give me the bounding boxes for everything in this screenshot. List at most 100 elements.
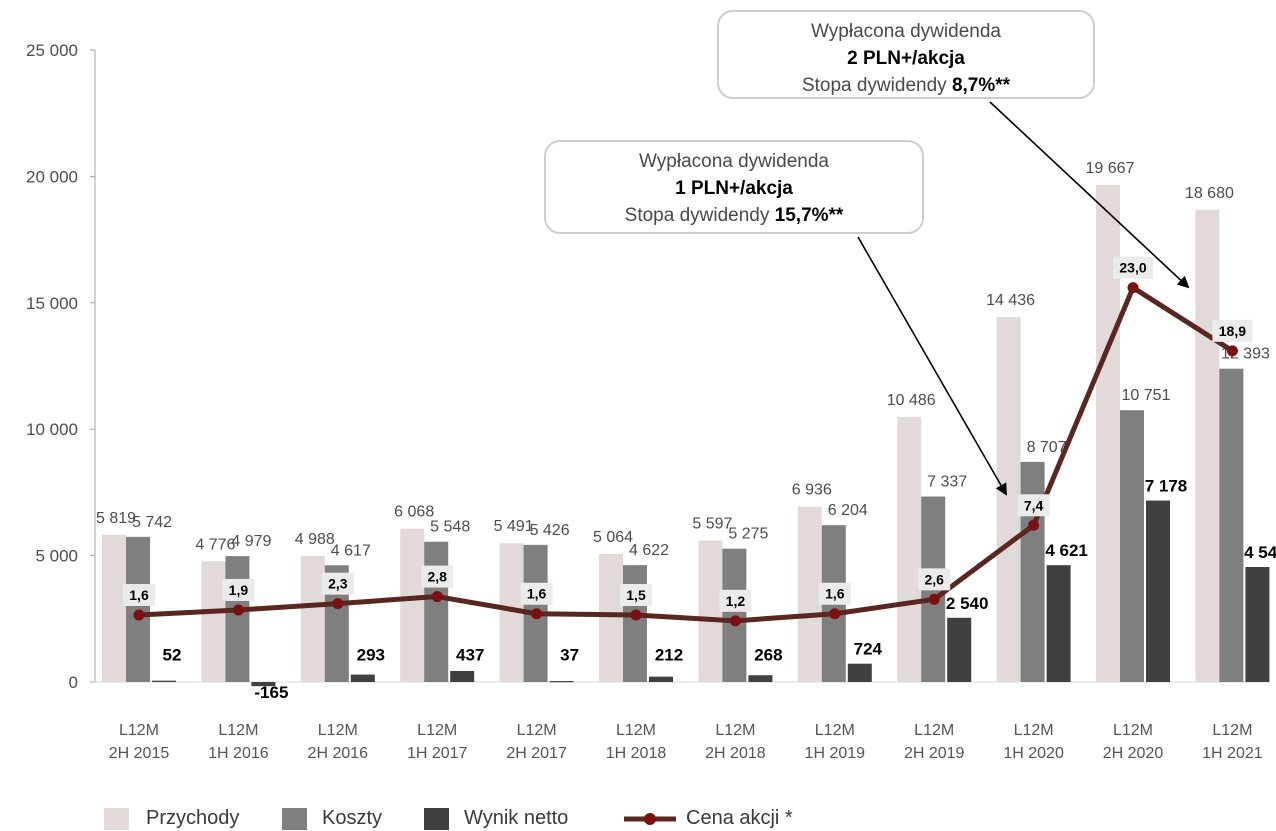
net-result-bar [152, 680, 176, 682]
x-tick-label-line2: 1H 2016 [208, 745, 269, 762]
x-tick-label-line1: L12M [417, 722, 457, 739]
price-label-bg [1212, 319, 1253, 342]
x-tick-label-line1: L12M [119, 722, 159, 739]
net-result-value-label: 268 [754, 645, 782, 664]
net-result-bar [748, 675, 773, 682]
callout-1-line3-value: 15,7%** [774, 205, 844, 226]
price-label-bg [123, 584, 155, 607]
x-tick-label-line1: L12M [1212, 722, 1252, 739]
costs-value-label: 5 742 [132, 514, 172, 531]
y-tick-label: 5 000 [35, 547, 78, 566]
x-tick-label-line2: 2H 2020 [1103, 745, 1164, 762]
net-result-value-label: 7 178 [1145, 477, 1188, 496]
revenue-value-label: 14 436 [986, 292, 1035, 309]
callout-2-line3-value: 8,7%** [951, 75, 1011, 96]
revenue-bar [400, 528, 425, 682]
revenue-bar [698, 540, 723, 682]
dividend-callout-1: Wypłacona dywidenda 1 PLN+/akcja Stopa d… [544, 140, 924, 234]
costs-bar [424, 541, 449, 682]
net-result-bar [1046, 565, 1071, 682]
legend-label-przychody: Przychody [146, 807, 240, 829]
callout-1-line3-prefix: Stopa dywidendy [624, 205, 775, 226]
revenue-value-label: 5 597 [692, 516, 732, 533]
net-result-value-label: 4 621 [1045, 541, 1088, 560]
x-tick-label-line2: 2H 2015 [109, 745, 170, 762]
revenue-bar [1195, 209, 1220, 682]
price-value-label: 1,6 [527, 586, 547, 602]
x-tick-label-line1: L12M [914, 722, 954, 739]
costs-bar [1219, 368, 1244, 682]
price-value-label: 1,6 [129, 587, 149, 603]
price-value-label: 23,0 [1119, 260, 1146, 276]
callout-2-line1: Wypłacona dywidenda [811, 21, 1001, 42]
net-result-bar [649, 676, 673, 682]
costs-bar [126, 536, 150, 682]
revenue-value-label: 4 988 [295, 531, 335, 548]
net-result-value-label: 2 540 [946, 594, 989, 613]
price-label-bg [918, 568, 951, 591]
net-result-value-label: 293 [357, 645, 385, 664]
price-point [332, 598, 344, 610]
y-tick-label: 0 [69, 673, 78, 692]
x-tick-label-line1: L12M [218, 722, 258, 739]
bars [102, 184, 1270, 687]
revenue-bar [897, 416, 922, 682]
revenue-value-label: 6 068 [394, 504, 434, 521]
dividend-callout-2: Wypłacona dywidenda 2 PLN+/akcja Stopa d… [717, 10, 1095, 99]
revenue-value-label: 5 819 [96, 510, 136, 527]
price-line-series: 1,6 1,9 2,3 2,8 1,6 1,5 1,2 1,6 2,6 7,4 23,0 18,9 [123, 256, 1253, 627]
x-tick-label-line2: 1H 2020 [1003, 745, 1064, 762]
revenue-bar [499, 543, 524, 682]
price-value-label: 1,5 [626, 587, 646, 603]
price-point [1127, 282, 1139, 294]
y-axis: 0 5 000 10 000 15 000 20 000 25 000 [26, 41, 1270, 692]
revenue-bar [996, 317, 1021, 682]
revenue-value-label: 10 486 [887, 392, 936, 409]
costs-value-label: 4 617 [331, 542, 371, 559]
revenue-value-label: 5 064 [593, 529, 633, 546]
price-label-bg [520, 582, 553, 605]
net-result-value-label: 212 [655, 645, 683, 664]
net-result-value-label: 37 [560, 645, 579, 664]
costs-value-label: 4 622 [629, 542, 669, 559]
x-tick-label-line1: L12M [1113, 722, 1153, 739]
net-result-bar [549, 681, 574, 683]
revenue-value-label: 19 667 [1086, 160, 1135, 177]
price-label-bg [620, 584, 652, 607]
costs-value-label: 8 707 [1027, 439, 1067, 456]
costs-bar [225, 556, 250, 682]
costs-value-label: 6 204 [828, 502, 868, 519]
price-point [1028, 519, 1040, 531]
net-result-value-label: 724 [854, 640, 883, 659]
legend-label-wynik-netto: Wynik netto [464, 807, 569, 829]
costs-bar [623, 565, 647, 682]
legend-label-cena-akcji: Cena akcji * [686, 807, 793, 829]
price-label-bg [719, 589, 752, 612]
price-value-label: 2,6 [924, 571, 944, 587]
annotation-arrows [857, 101, 1190, 496]
callout-2-line3-prefix: Stopa dywidendy [801, 75, 952, 96]
net-result-value-label: -165 [254, 683, 288, 702]
price-point [829, 608, 841, 620]
revenue-bar [599, 553, 623, 682]
price-value-label: 2,8 [427, 569, 447, 585]
legend-swatch-koszty [282, 808, 307, 830]
price-label-bg [818, 582, 851, 605]
x-tick-label-line2: 2H 2018 [705, 745, 766, 762]
callout-2-line3: Stopa dywidendy 8,7%** [719, 72, 1093, 99]
price-point [531, 608, 543, 620]
y-tick-label: 10 000 [26, 420, 78, 439]
price-point [133, 609, 145, 621]
net-result-bar [847, 663, 872, 682]
x-tick-label-line1: L12M [318, 722, 358, 739]
revenue-value-label: 5 491 [494, 518, 534, 535]
price-point [232, 604, 244, 616]
x-tick-label-line2: 1H 2018 [606, 745, 667, 762]
price-point [928, 593, 940, 605]
x-tick-label-line1: L12M [815, 722, 855, 739]
price-point [431, 591, 443, 603]
costs-value-label: 10 751 [1122, 387, 1171, 404]
price-label-bg [421, 565, 454, 588]
